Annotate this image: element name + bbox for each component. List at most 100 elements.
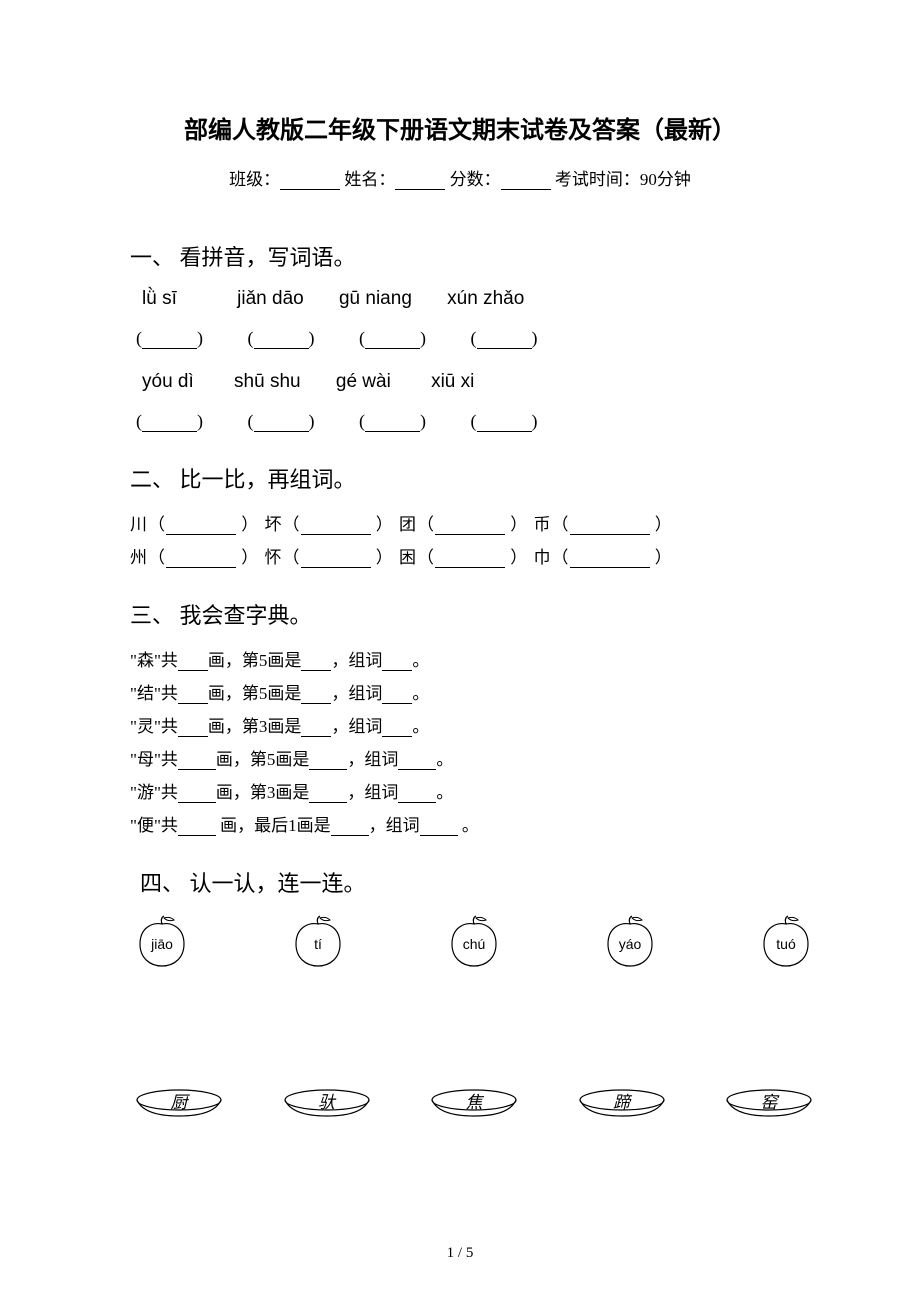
apple-item[interactable]: tí [290, 914, 346, 968]
plate-item[interactable]: 蹄 [577, 1088, 667, 1118]
apple-label: chú [463, 936, 486, 952]
compare-text: ） 坏（ [241, 515, 300, 534]
apple-label: jiāo [151, 936, 173, 952]
dict-text: 共 [161, 717, 178, 736]
dict-text: 画， [216, 783, 250, 802]
apple-item[interactable]: tuó [758, 914, 814, 968]
dict-text: ，组词 [331, 717, 382, 736]
apple-item[interactable]: jiāo [134, 914, 190, 968]
class-blank[interactable] [280, 173, 340, 190]
dict-char: 结 [137, 684, 154, 703]
answer-blank[interactable] [301, 518, 371, 535]
answer-blank[interactable] [142, 333, 197, 349]
info-line: 班级： 姓名： 分数： 考试时间：90分钟 [130, 165, 790, 190]
dict-text: 画， [216, 750, 250, 769]
dict-char: 便 [137, 816, 154, 835]
dict-char: 母 [137, 750, 154, 769]
answer-blank[interactable] [435, 551, 505, 568]
dict-text: 。 [412, 717, 429, 736]
matching-container: jiāo tí chú yáo [134, 914, 790, 1118]
section-1-heading: 一、 看拼音，写词语。 [130, 240, 790, 272]
apple-item[interactable]: yáo [602, 914, 658, 968]
plate-item[interactable]: 焦 [429, 1088, 519, 1118]
answer-blank[interactable] [166, 518, 236, 535]
answer-blank[interactable] [382, 720, 412, 737]
dict-lines: "森"共画，第5画是，组词。 "结"共画，第5画是，组词。 "灵"共画，第3画是… [130, 646, 790, 836]
dict-text: 。 [412, 651, 429, 670]
answer-blank[interactable] [142, 416, 197, 432]
pinyin-item: gé wài [336, 371, 391, 393]
answer-blank[interactable] [301, 720, 331, 737]
paren-item: () [471, 328, 538, 349]
answer-blank[interactable] [301, 687, 331, 704]
dict-char: 游 [137, 783, 154, 802]
answer-blank[interactable] [178, 753, 216, 770]
apple-label: tí [314, 936, 322, 952]
paren-row-2: () () () () [136, 411, 790, 432]
plate-item[interactable]: 驮 [282, 1088, 372, 1118]
score-label: 分数： [450, 170, 501, 189]
answer-blank[interactable] [309, 786, 347, 803]
dict-text: ，组词 [331, 651, 382, 670]
paren-item: () [248, 411, 315, 432]
answer-blank[interactable] [477, 416, 532, 432]
answer-blank[interactable] [382, 654, 412, 671]
answer-blank[interactable] [331, 819, 369, 836]
dict-line: "森"共画，第5画是，组词。 [130, 646, 790, 671]
answer-blank[interactable] [178, 819, 216, 836]
answer-blank[interactable] [365, 333, 420, 349]
plate-item[interactable]: 窑 [724, 1088, 814, 1118]
dict-text: ，组词 [347, 783, 398, 802]
dict-text: 。 [458, 816, 479, 835]
paren-item: () [359, 411, 426, 432]
pinyin-item: yóu dì [142, 371, 194, 393]
pinyin-item: xiū xi [431, 371, 474, 393]
answer-blank[interactable] [178, 786, 216, 803]
answer-blank[interactable] [398, 786, 436, 803]
score-blank[interactable] [501, 173, 551, 190]
dict-text: 最后1画是 [254, 816, 331, 835]
dict-line: "游"共画，第3画是，组词。 [130, 778, 790, 803]
answer-blank[interactable] [477, 333, 532, 349]
compare-text: ） 怀（ [241, 548, 300, 567]
answer-blank[interactable] [178, 720, 208, 737]
answer-blank[interactable] [420, 819, 458, 836]
answer-blank[interactable] [301, 551, 371, 568]
answer-blank[interactable] [382, 687, 412, 704]
page-number: 1 / 5 [0, 1245, 920, 1262]
name-blank[interactable] [395, 173, 445, 190]
dict-text: 第3画是 [250, 783, 310, 802]
paren-item: () [359, 328, 426, 349]
plate-item[interactable]: 厨 [134, 1088, 224, 1118]
dict-text: 共 [161, 750, 178, 769]
document-title: 部编人教版二年级下册语文期末试卷及答案（最新） [130, 110, 790, 145]
pinyin-row-2: yóu dì shū shu gé wài xiū xi [142, 371, 790, 393]
answer-blank[interactable] [166, 551, 236, 568]
answer-blank[interactable] [435, 518, 505, 535]
answer-blank[interactable] [254, 416, 309, 432]
pinyin-item: gū niang [339, 288, 412, 310]
paren-row-1: () () () () [136, 328, 790, 349]
compare-text: 州（ [130, 548, 166, 567]
apple-row: jiāo tí chú yáo [134, 914, 814, 968]
answer-blank[interactable] [398, 753, 436, 770]
answer-blank[interactable] [570, 518, 650, 535]
plate-label: 驮 [318, 1088, 335, 1113]
pinyin-item: shū shu [234, 371, 301, 393]
answer-blank[interactable] [309, 753, 347, 770]
answer-blank[interactable] [570, 551, 650, 568]
answer-blank[interactable] [301, 654, 331, 671]
dict-text: 共 [161, 684, 178, 703]
compare-text: ） 团（ [376, 515, 435, 534]
answer-blank[interactable] [178, 654, 208, 671]
dict-text: 画， [208, 717, 242, 736]
pinyin-item: jiǎn dāo [237, 288, 304, 310]
apple-item[interactable]: chú [446, 914, 502, 968]
answer-blank[interactable] [178, 687, 208, 704]
apple-label: yáo [619, 936, 642, 952]
time-label: 考试时间：90分钟 [555, 170, 691, 189]
answer-blank[interactable] [254, 333, 309, 349]
dict-text: 画， [208, 651, 242, 670]
dict-text: 。 [436, 750, 453, 769]
answer-blank[interactable] [365, 416, 420, 432]
